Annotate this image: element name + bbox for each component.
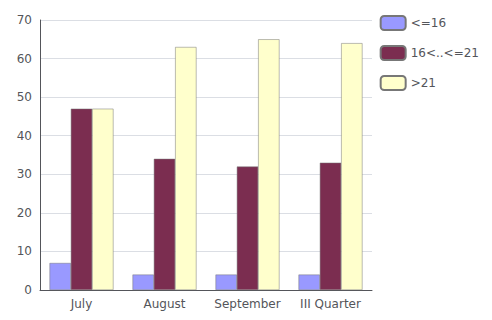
svg-text:10: 10 xyxy=(17,244,32,258)
svg-text:<=16: <=16 xyxy=(411,16,446,30)
svg-text:16<..<=21: 16<..<=21 xyxy=(411,46,479,60)
svg-text:20: 20 xyxy=(17,206,32,220)
svg-text:0: 0 xyxy=(24,283,32,297)
svg-text:August: August xyxy=(144,297,186,311)
svg-text:>21: >21 xyxy=(411,76,436,90)
svg-text:30: 30 xyxy=(17,167,32,181)
svg-text:July: July xyxy=(70,297,93,311)
svg-text:III Quarter: III Quarter xyxy=(300,297,361,311)
svg-text:60: 60 xyxy=(17,52,32,66)
svg-text:50: 50 xyxy=(17,90,32,104)
svg-text:September: September xyxy=(214,297,280,311)
svg-text:40: 40 xyxy=(17,129,32,143)
svg-text:70: 70 xyxy=(17,13,32,27)
